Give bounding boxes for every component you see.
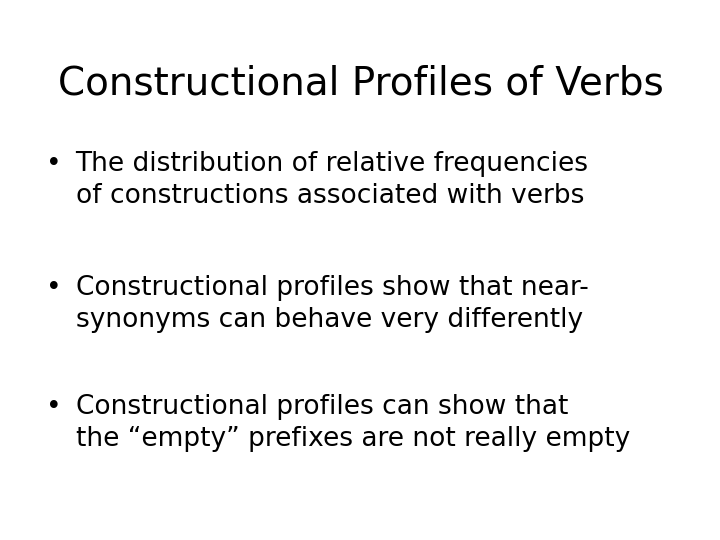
Text: Constructional profiles can show that
the “empty” prefixes are not really empty: Constructional profiles can show that th…	[76, 394, 630, 452]
Text: Constructional profiles show that near-
synonyms can behave very differently: Constructional profiles show that near- …	[76, 275, 588, 333]
Text: The distribution of relative frequencies
of constructions associated with verbs: The distribution of relative frequencies…	[76, 151, 589, 209]
Text: •: •	[46, 275, 62, 301]
Text: •: •	[46, 151, 62, 177]
Text: •: •	[46, 394, 62, 420]
Text: Constructional Profiles of Verbs: Constructional Profiles of Verbs	[58, 65, 663, 103]
